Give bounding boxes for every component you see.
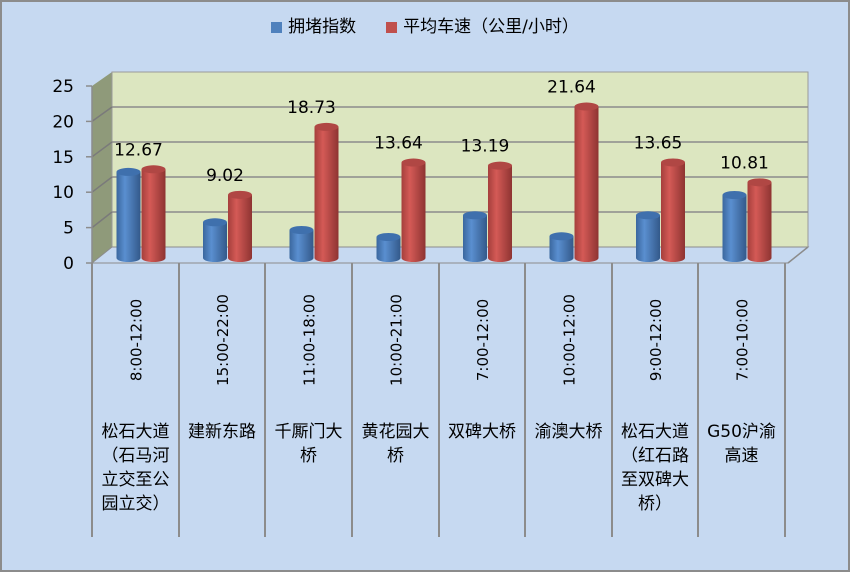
bar-speed bbox=[747, 178, 772, 262]
category-time-label: 7:00-10:00 bbox=[734, 299, 752, 381]
y-tick-label: 15 bbox=[52, 148, 74, 168]
y-tick-label: 10 bbox=[52, 183, 74, 203]
category-time-label: 11:00-18:00 bbox=[301, 294, 319, 386]
y-tick-label: 25 bbox=[52, 77, 74, 97]
category-time-label: 8:00-12:00 bbox=[128, 299, 146, 381]
bar-congestion bbox=[722, 191, 747, 262]
bar-speed bbox=[314, 122, 339, 262]
bar-speed bbox=[141, 165, 166, 262]
data-label: 12.67 bbox=[114, 140, 163, 160]
y-tick-label: 5 bbox=[63, 219, 74, 239]
data-label: 13.65 bbox=[634, 133, 683, 153]
category-name-label: 渝澳大桥 bbox=[534, 422, 603, 442]
category-name-label: 松石大道（红石路至双碑大桥） bbox=[621, 422, 689, 514]
category-name-label: 松石大道（石马河立交至公园立交） bbox=[101, 422, 170, 514]
category-name-label: G50沪渝高速 bbox=[707, 422, 776, 466]
bar-congestion bbox=[549, 232, 574, 262]
side-wall bbox=[92, 72, 112, 263]
legend-swatch-red-icon bbox=[386, 21, 398, 33]
data-label: 13.64 bbox=[374, 134, 423, 154]
y-tick-label: 0 bbox=[63, 254, 74, 274]
bar-congestion bbox=[636, 211, 660, 262]
bar-speed bbox=[574, 102, 599, 263]
data-label: 10.81 bbox=[720, 153, 769, 173]
data-labels: 12.67 9.02 18.73 13.64 13.19 21.64 13.65 10.81 bbox=[114, 78, 769, 186]
bar-speed bbox=[228, 190, 252, 262]
legend: 拥堵指数 平均车速（公里/小时） bbox=[0, 16, 850, 38]
bar-speed bbox=[488, 161, 512, 262]
category-table: 8:00-12:00 15:00-22:00 11:00-18:00 10:00-21… bbox=[91, 246, 809, 537]
category-time-label: 10:00-12:00 bbox=[561, 294, 579, 386]
category-name-label: 建新东路 bbox=[188, 422, 256, 442]
legend-item-speed: 平均车速（公里/小时） bbox=[386, 16, 579, 38]
category-name-label: 黄花园大桥 bbox=[361, 422, 430, 466]
bar-speed bbox=[661, 158, 685, 262]
category-time-label: 15:00-22:00 bbox=[214, 294, 232, 386]
y-tick-label: 20 bbox=[52, 112, 74, 132]
category-time-label: 10:00-21:00 bbox=[388, 294, 406, 386]
data-label: 13.19 bbox=[461, 137, 510, 157]
category-time-label: 7:00-12:00 bbox=[474, 299, 492, 381]
legend-label: 拥堵指数 bbox=[288, 17, 357, 37]
bar-congestion bbox=[463, 211, 487, 262]
bar-congestion bbox=[289, 226, 314, 262]
category-time-label: 9:00-12:00 bbox=[647, 299, 665, 381]
bar-congestion bbox=[376, 233, 401, 262]
legend-swatch-blue-icon bbox=[271, 21, 283, 33]
floor bbox=[90, 246, 810, 264]
y-axis: 0 5 10 15 20 25 bbox=[52, 77, 93, 274]
bar-congestion bbox=[203, 218, 227, 262]
bar-congestion bbox=[116, 167, 141, 262]
legend-label: 平均车速（公里/小时） bbox=[403, 17, 579, 37]
bar-speed bbox=[401, 158, 426, 262]
data-label: 9.02 bbox=[206, 166, 244, 186]
bars bbox=[116, 102, 772, 263]
legend-item-congestion: 拥堵指数 bbox=[271, 16, 356, 38]
data-label: 18.73 bbox=[287, 98, 336, 118]
data-label: 21.64 bbox=[547, 78, 596, 98]
category-name-label: 千厮门大桥 bbox=[274, 422, 343, 466]
gridlines bbox=[91, 106, 808, 229]
category-name-label: 双碑大桥 bbox=[448, 422, 516, 442]
